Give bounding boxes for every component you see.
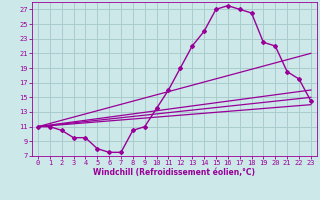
X-axis label: Windchill (Refroidissement éolien,°C): Windchill (Refroidissement éolien,°C) (93, 168, 255, 177)
